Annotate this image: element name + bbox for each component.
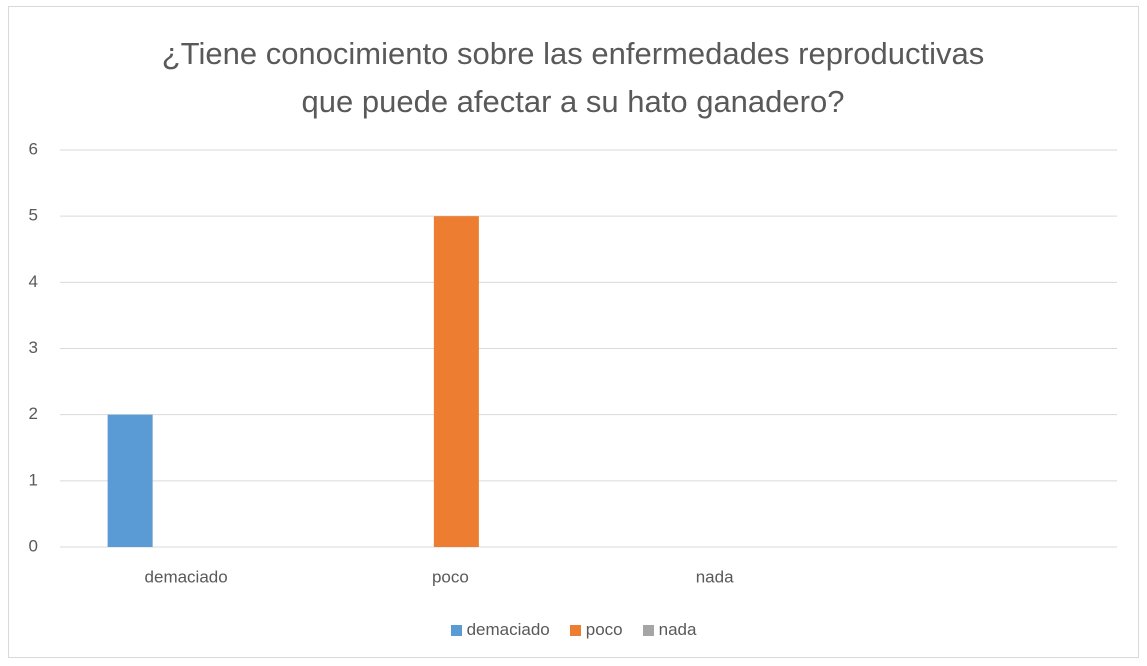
legend-item: demaciado <box>450 620 550 640</box>
x-tick-label: nada <box>696 567 734 586</box>
legend-swatch <box>569 624 581 636</box>
y-tick-label: 2 <box>29 404 38 423</box>
legend-swatch <box>642 624 654 636</box>
chart-frame <box>8 6 1139 658</box>
y-tick-label: 4 <box>29 272 38 291</box>
x-tick-label: demaciado <box>145 567 228 586</box>
y-tick-label: 5 <box>29 206 38 225</box>
legend: demaciado poco nada <box>0 620 1147 640</box>
bar <box>107 414 153 547</box>
legend-label: demaciado <box>466 620 550 639</box>
bar <box>433 216 479 547</box>
y-tick-label: 0 <box>29 536 38 555</box>
chart-title: ¿Tiene conocimiento sobre las enfermedad… <box>161 36 985 119</box>
legend-label: poco <box>585 620 623 639</box>
y-tick-label: 3 <box>29 338 38 357</box>
x-tick-label: poco <box>432 567 469 586</box>
y-tick-label: 1 <box>29 470 38 489</box>
legend-item: nada <box>642 620 697 640</box>
y-tick-label: 6 <box>29 139 38 158</box>
legend-item: poco <box>569 620 623 640</box>
legend-label: nada <box>658 620 697 639</box>
legend-swatch <box>450 624 462 636</box>
